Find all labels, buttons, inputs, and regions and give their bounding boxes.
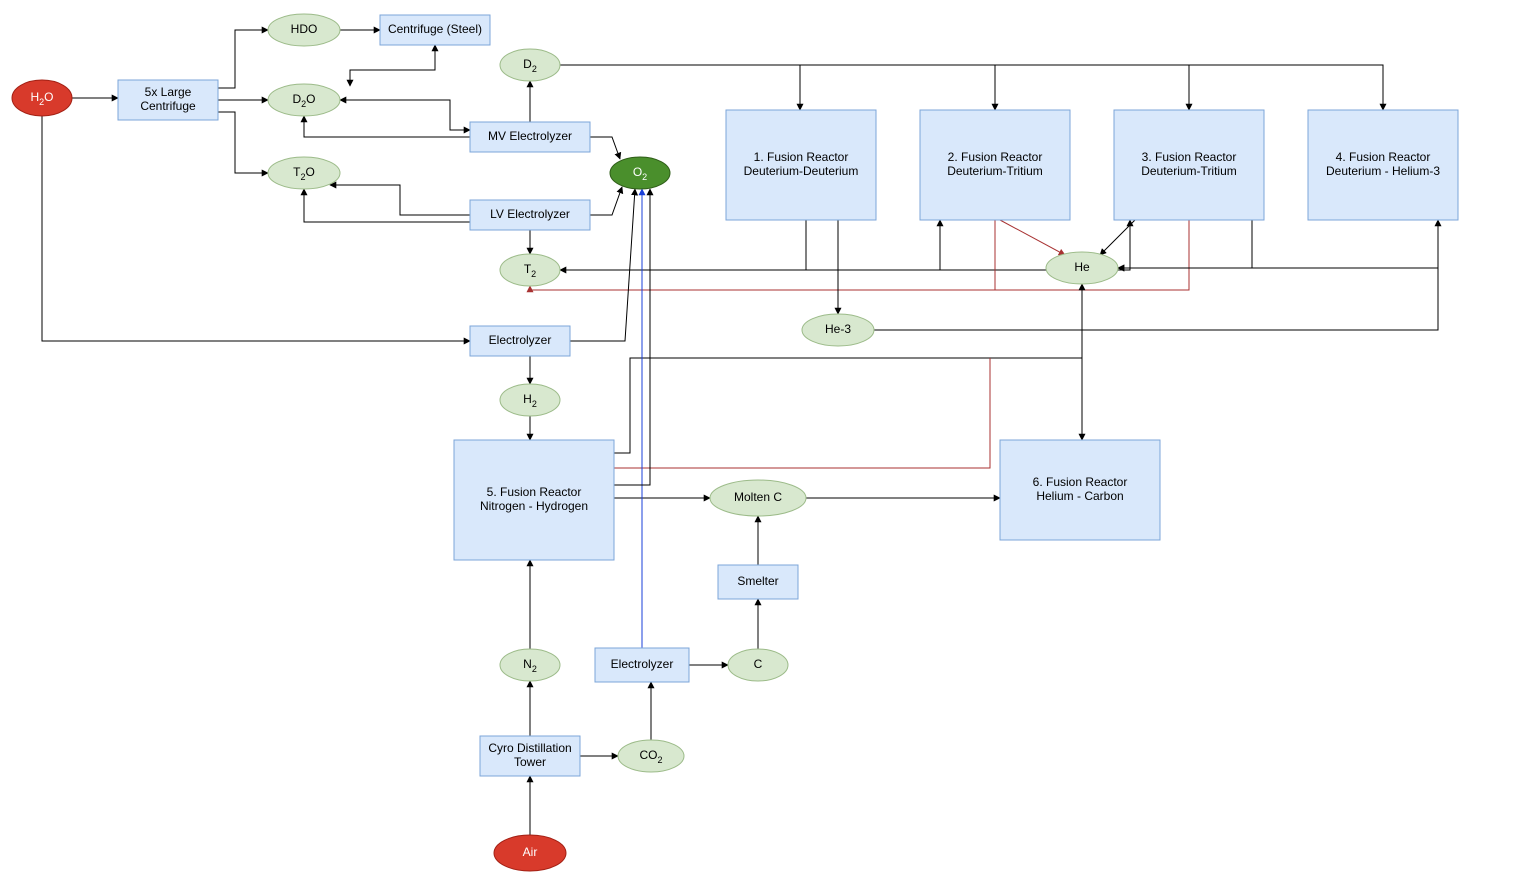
edge	[560, 65, 1383, 110]
node-co2: CO2	[618, 740, 684, 772]
edge	[560, 220, 1130, 270]
svg-text:2. Fusion Reactor: 2. Fusion Reactor	[948, 150, 1043, 164]
edge	[218, 30, 268, 88]
node-fr5: 5. Fusion ReactorNitrogen - Hydrogen	[454, 440, 614, 560]
edge	[560, 65, 800, 110]
svg-text:5. Fusion Reactor: 5. Fusion Reactor	[487, 485, 582, 499]
node-t2: T2	[500, 254, 560, 286]
svg-text:Centrifuge: Centrifuge	[140, 99, 196, 113]
edge	[614, 358, 990, 468]
svg-text:Nitrogen - Hydrogen: Nitrogen - Hydrogen	[480, 499, 588, 513]
edge	[330, 185, 470, 215]
svg-text:MV Electrolyzer: MV Electrolyzer	[488, 129, 572, 143]
svg-text:C: C	[754, 657, 763, 671]
node-electrolyzer_h2o: Electrolyzer	[470, 326, 570, 356]
edge	[530, 220, 995, 290]
edge	[590, 187, 622, 215]
node-n2: N2	[500, 649, 560, 681]
node-fr6: 6. Fusion ReactorHelium - Carbon	[1000, 440, 1160, 540]
node-mv_electrolyzer: MV Electrolyzer	[470, 122, 590, 152]
svg-text:Deuterium-Tritium: Deuterium-Tritium	[1141, 164, 1237, 178]
edge	[560, 65, 995, 110]
node-c: C	[728, 649, 788, 681]
edge	[560, 220, 940, 270]
node-centrifuge_steel: Centrifuge (Steel)	[380, 15, 490, 45]
svg-text:Cyro Distillation: Cyro Distillation	[488, 741, 571, 755]
edge	[42, 116, 470, 341]
node-hdo: HDO	[268, 14, 340, 46]
node-d2: D2	[500, 49, 560, 81]
svg-text:Centrifuge (Steel): Centrifuge (Steel)	[388, 22, 482, 36]
svg-text:6. Fusion Reactor: 6. Fusion Reactor	[1033, 475, 1128, 489]
svg-text:Deuterium-Deuterium: Deuterium-Deuterium	[744, 164, 859, 178]
node-h2: H2	[500, 384, 560, 416]
edge	[874, 220, 1438, 330]
edge	[560, 65, 1189, 110]
svg-text:Electrolyzer: Electrolyzer	[611, 657, 674, 671]
svg-text:LV Electrolyzer: LV Electrolyzer	[490, 207, 570, 221]
svg-text:5x Large: 5x Large	[145, 85, 192, 99]
svg-text:1. Fusion Reactor: 1. Fusion Reactor	[754, 150, 849, 164]
svg-text:Helium - Carbon: Helium - Carbon	[1036, 489, 1123, 503]
edge	[590, 137, 620, 159]
edge	[1000, 220, 1065, 255]
node-h2o: H2O	[12, 80, 72, 116]
node-moltenc: Molten C	[710, 480, 806, 516]
node-electrolyzer_co2: Electrolyzer	[595, 648, 689, 682]
node-centrifuge5x: 5x LargeCentrifuge	[118, 80, 218, 120]
nodes-layer: H2O 5x LargeCentrifuge HDO D2O T2O Centrifuge…	[12, 14, 1458, 871]
node-cryo: Cyro DistillationTower	[480, 736, 580, 776]
node-o2: O2	[610, 157, 670, 189]
svg-text:Electrolyzer: Electrolyzer	[489, 333, 552, 347]
node-smelter: Smelter	[718, 565, 798, 599]
svg-text:3. Fusion Reactor: 3. Fusion Reactor	[1142, 150, 1237, 164]
node-fr2: 2. Fusion ReactorDeuterium-Tritium	[920, 110, 1070, 220]
svg-text:He: He	[1074, 260, 1090, 274]
node-he3: He-3	[802, 314, 874, 346]
edge	[614, 284, 1082, 453]
node-fr4: 4. Fusion ReactorDeuterium - Helium-3	[1308, 110, 1458, 220]
svg-text:HDO: HDO	[291, 22, 318, 36]
svg-text:He-3: He-3	[825, 322, 851, 336]
node-air: Air	[494, 835, 566, 871]
node-t2o: T2O	[268, 157, 340, 189]
fusion-flowchart: H2O 5x LargeCentrifuge HDO D2O T2O Centrifuge…	[0, 0, 1531, 891]
node-lv_electrolyzer: LV Electrolyzer	[470, 200, 590, 230]
svg-text:4. Fusion Reactor: 4. Fusion Reactor	[1336, 150, 1431, 164]
svg-text:Deuterium-Tritium: Deuterium-Tritium	[947, 164, 1043, 178]
edge	[350, 45, 435, 86]
edge	[304, 189, 470, 222]
edge	[1118, 220, 1252, 268]
edge	[340, 100, 470, 130]
svg-text:Tower: Tower	[514, 755, 546, 769]
edge	[1118, 220, 1438, 268]
edge	[218, 112, 268, 173]
svg-text:Air: Air	[523, 845, 538, 859]
svg-text:Deuterium - Helium-3: Deuterium - Helium-3	[1326, 164, 1440, 178]
svg-text:Smelter: Smelter	[737, 574, 778, 588]
node-he: He	[1046, 252, 1118, 284]
node-fr3: 3. Fusion ReactorDeuterium-Tritium	[1114, 110, 1264, 220]
node-d2o: D2O	[268, 84, 340, 116]
edge	[560, 220, 806, 270]
edge	[304, 116, 470, 137]
node-fr1: 1. Fusion ReactorDeuterium-Deuterium	[726, 110, 876, 220]
svg-text:Molten C: Molten C	[734, 490, 782, 504]
